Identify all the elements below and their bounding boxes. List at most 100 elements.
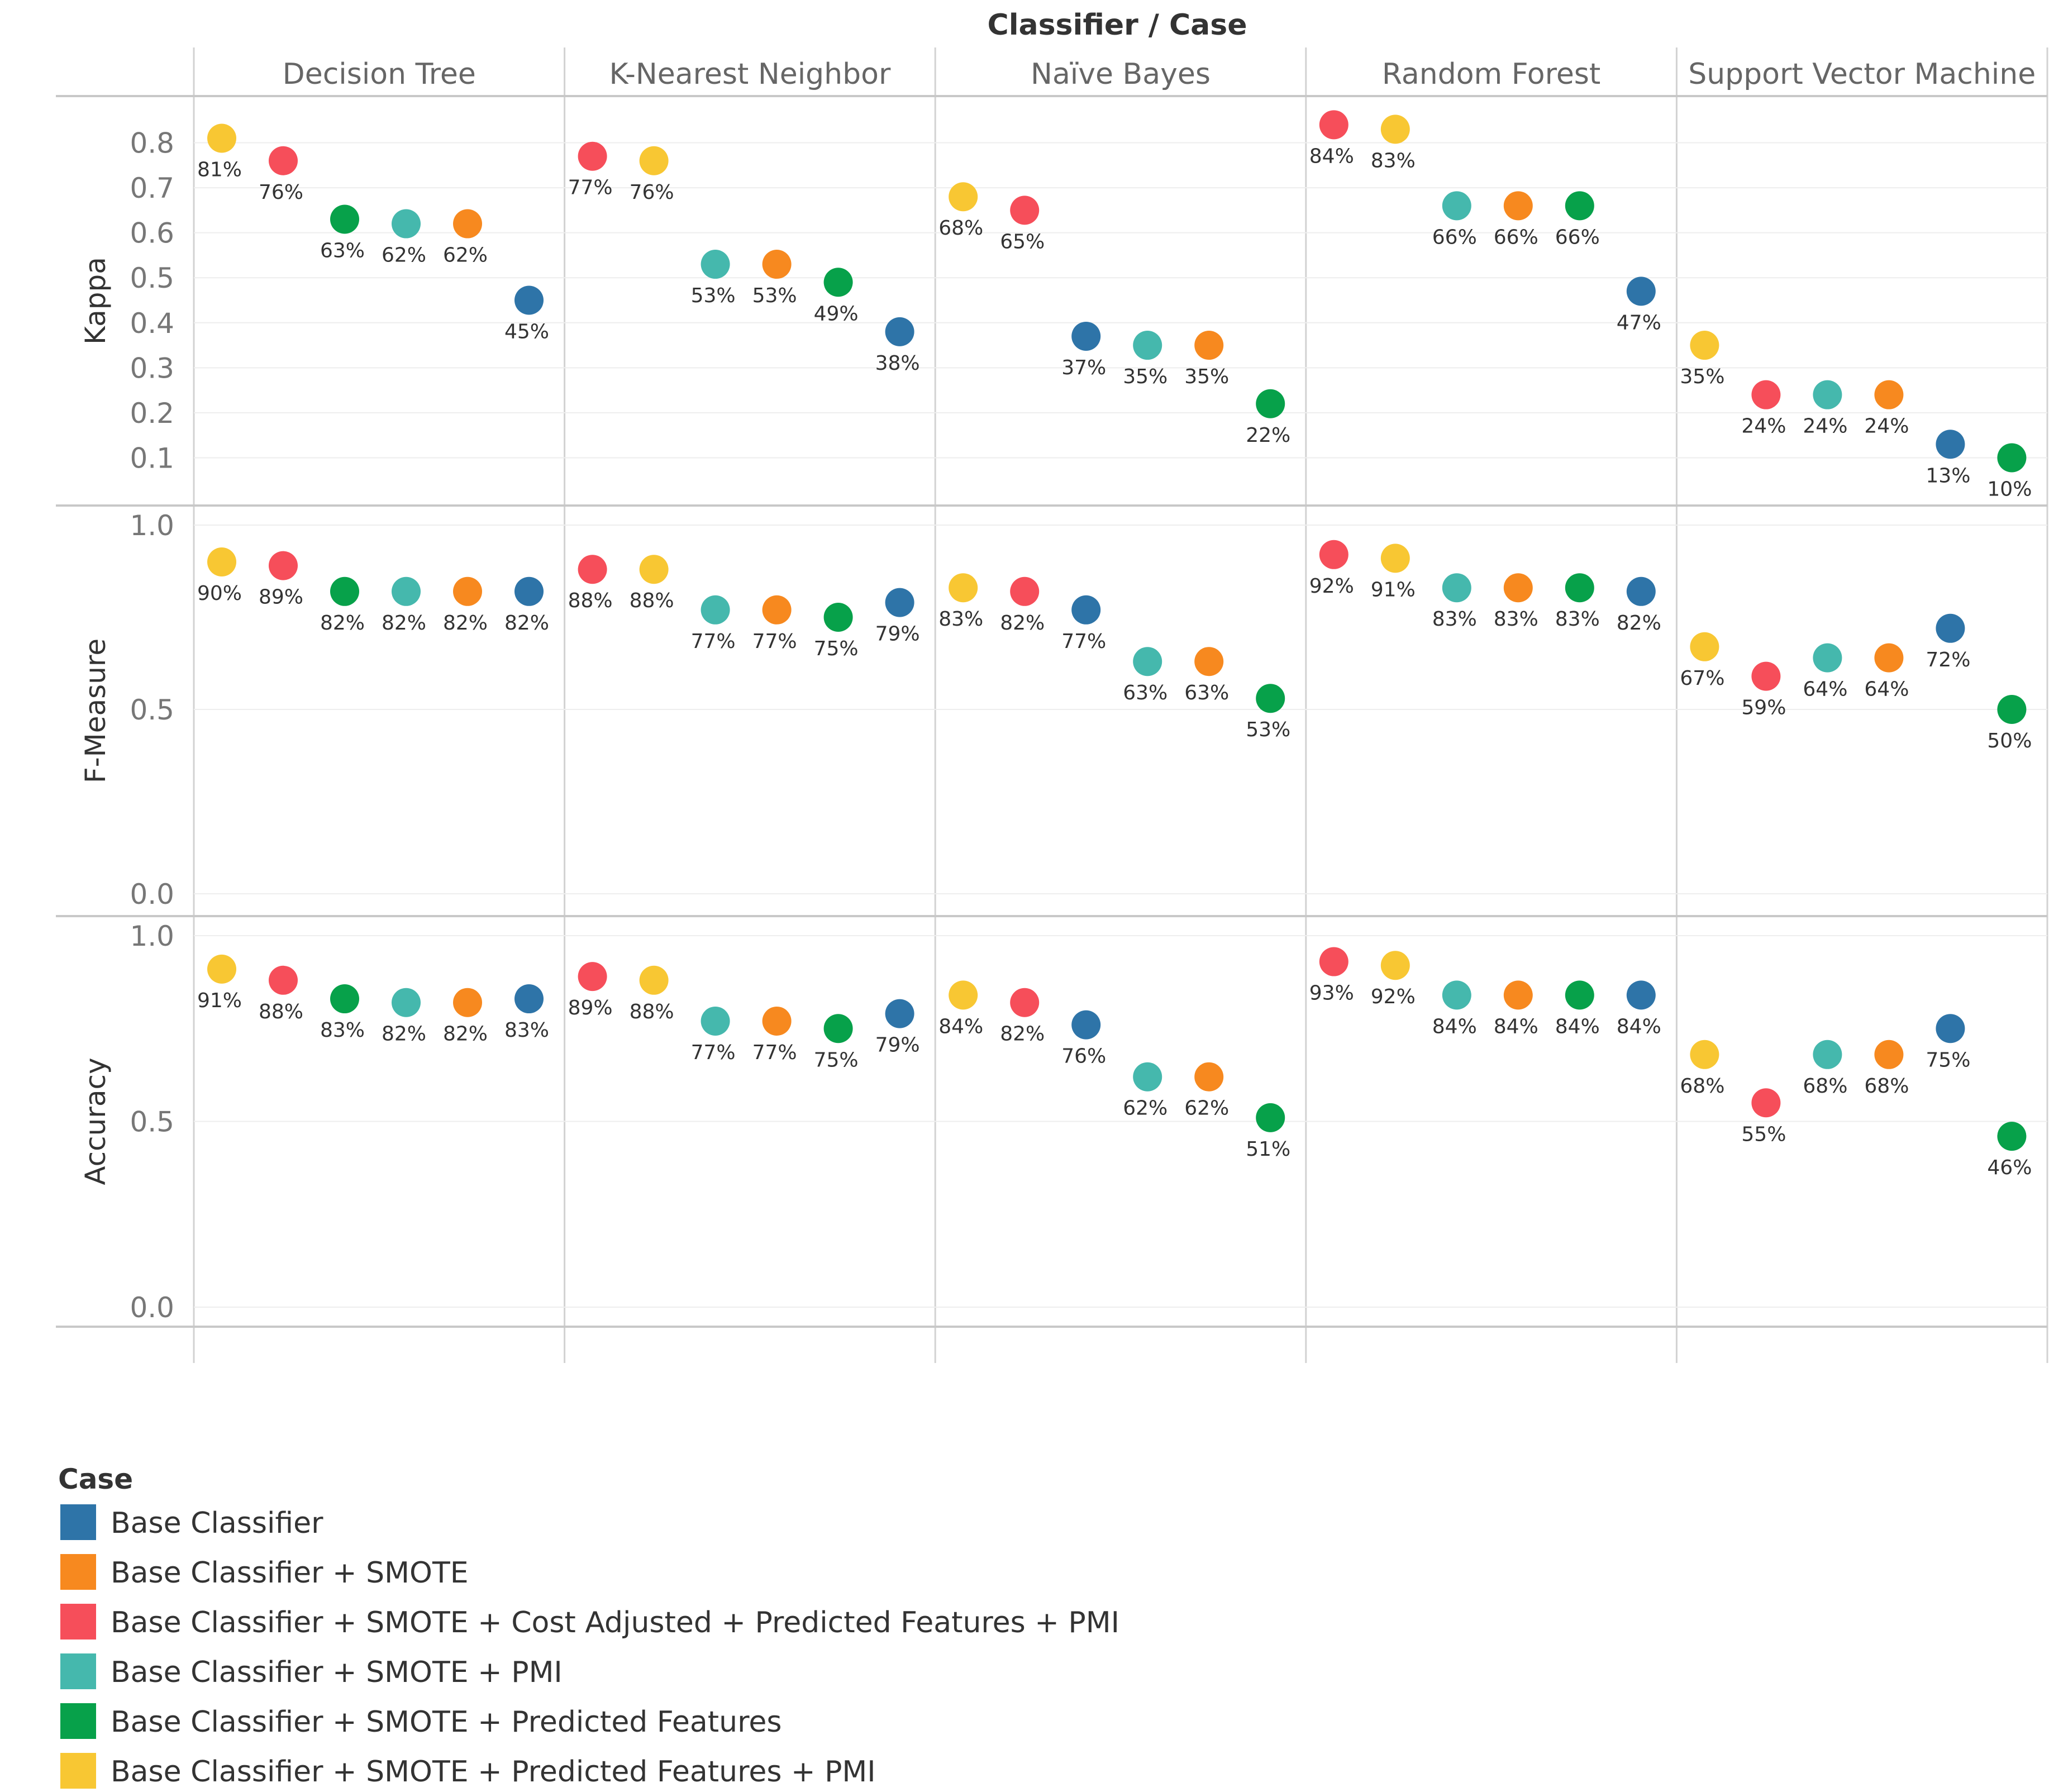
data-point <box>1194 331 1224 360</box>
data-label: 84% <box>1555 1015 1600 1038</box>
data-label: 93% <box>1309 982 1354 1005</box>
data-label: 47% <box>1617 311 1661 334</box>
data-point <box>1626 576 1656 606</box>
data-label: 38% <box>875 352 920 375</box>
y-tick-label: 0.0 <box>130 1291 174 1324</box>
data-point <box>1442 573 1471 603</box>
data-label: 82% <box>1000 612 1045 635</box>
data-point <box>1997 695 2027 724</box>
data-point <box>701 1006 730 1036</box>
data-label: 88% <box>630 1000 674 1023</box>
data-label: 82% <box>320 612 365 635</box>
data-point <box>1874 1040 1904 1069</box>
data-label: 75% <box>814 1048 859 1071</box>
data-point <box>1256 1103 1285 1132</box>
data-point <box>639 965 669 995</box>
data-point <box>392 576 421 606</box>
data-label: 67% <box>1680 667 1724 690</box>
data-label: 53% <box>752 284 797 307</box>
y-tick-label: 0.0 <box>130 878 174 911</box>
data-point <box>269 146 298 175</box>
data-label: 62% <box>382 244 426 267</box>
data-point <box>639 146 669 175</box>
data-point <box>1997 443 2027 473</box>
data-point <box>1565 980 1594 1010</box>
data-label: 82% <box>504 612 549 635</box>
data-label: 84% <box>1432 1015 1477 1038</box>
data-label: 83% <box>320 1019 365 1042</box>
legend-swatch <box>60 1653 96 1689</box>
legend-swatch <box>60 1504 96 1540</box>
y-tick-label: 0.3 <box>130 352 174 384</box>
data-point <box>330 984 359 1014</box>
data-point <box>639 555 669 584</box>
data-point <box>1874 380 1904 409</box>
legend-swatch <box>60 1604 96 1640</box>
column-header: K-Nearest Neighbor <box>609 58 891 91</box>
y-tick-label: 0.8 <box>130 127 174 160</box>
data-label: 72% <box>1926 649 1970 671</box>
data-label: 91% <box>197 989 242 1012</box>
data-point <box>823 268 853 297</box>
data-label: 62% <box>1184 1097 1229 1120</box>
data-label: 83% <box>1494 608 1538 631</box>
data-point <box>1442 191 1471 221</box>
data-label: 75% <box>814 637 859 660</box>
data-point <box>1256 389 1285 418</box>
y-axis-title: Kappa <box>79 257 112 345</box>
data-label: 88% <box>630 589 674 612</box>
data-point <box>1442 980 1471 1010</box>
data-label: 37% <box>1061 356 1106 379</box>
data-label: 64% <box>1864 678 1909 701</box>
data-point <box>1751 380 1781 409</box>
data-point <box>1565 191 1594 221</box>
data-label: 89% <box>259 586 303 609</box>
y-tick-label: 0.4 <box>130 307 174 340</box>
data-point <box>1010 196 1040 225</box>
data-point <box>330 576 359 606</box>
data-label: 76% <box>259 181 303 204</box>
data-label: 63% <box>1123 681 1168 704</box>
data-point <box>1626 277 1656 306</box>
data-point <box>1751 661 1781 691</box>
data-point <box>514 984 544 1014</box>
data-point <box>392 209 421 239</box>
data-label: 62% <box>1123 1097 1168 1120</box>
data-label: 13% <box>1926 464 1970 487</box>
data-label: 83% <box>1555 608 1600 631</box>
y-tick-label: 0.5 <box>130 694 174 726</box>
data-label: 24% <box>1803 415 1847 438</box>
data-label: 76% <box>630 181 674 204</box>
data-label: 81% <box>197 159 242 182</box>
data-point <box>1319 947 1349 976</box>
data-point <box>1380 544 1410 573</box>
data-point <box>823 1014 853 1043</box>
data-point <box>701 250 730 279</box>
data-label: 77% <box>691 630 736 653</box>
data-point <box>1133 331 1162 360</box>
data-label: 77% <box>752 630 797 653</box>
data-point <box>949 980 978 1010</box>
data-label: 88% <box>568 589 613 612</box>
data-label: 82% <box>1000 1023 1045 1046</box>
data-label: 24% <box>1741 415 1786 438</box>
data-label: 75% <box>1926 1048 1970 1071</box>
data-point <box>762 1006 792 1036</box>
data-point <box>885 317 914 346</box>
data-point <box>1071 1010 1101 1040</box>
data-label: 82% <box>382 612 426 635</box>
data-point <box>1936 430 1965 459</box>
data-point <box>392 988 421 1017</box>
legend-entry: Base Classifier + SMOTE <box>111 1556 469 1590</box>
data-label: 22% <box>1246 424 1290 447</box>
data-label: 82% <box>382 1023 426 1046</box>
data-point <box>1133 647 1162 676</box>
data-point <box>1813 1040 1842 1069</box>
data-points: 81% 76% 63% 62% 62% 45% 77% 76% 53% 53% 49% 38% 68% 6… <box>197 110 2032 1179</box>
data-point <box>207 954 236 984</box>
data-point <box>1690 1040 1719 1069</box>
data-point <box>453 988 482 1017</box>
legend-entry: Base Classifier + SMOTE + PMI <box>111 1656 563 1689</box>
column-headers: Decision Tree K-Nearest Neighbor Naïve Bay… <box>283 58 2036 91</box>
